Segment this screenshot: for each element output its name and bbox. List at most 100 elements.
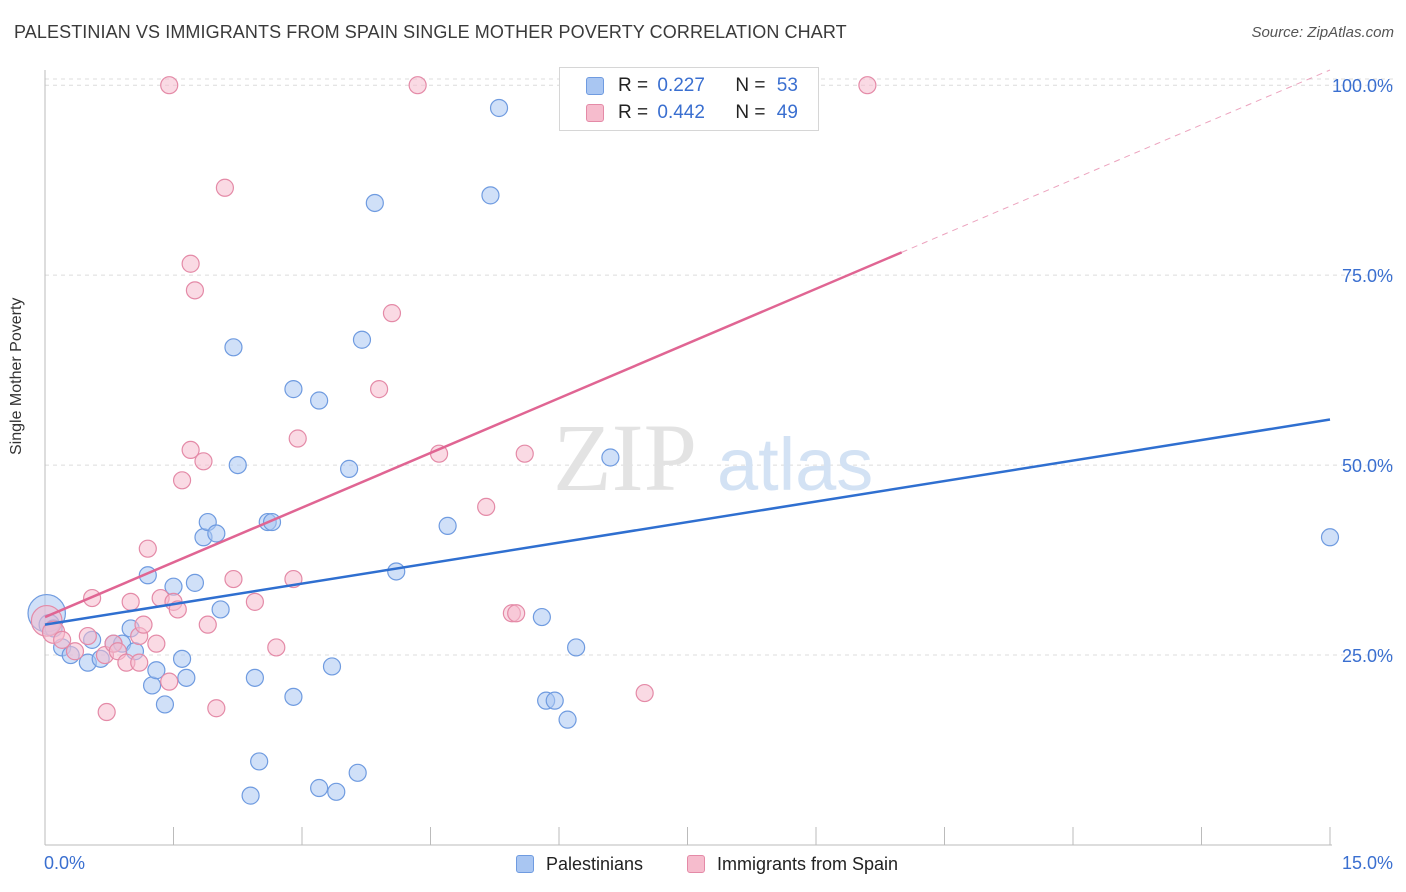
- point-immigrants-from-spain: [78, 626, 97, 646]
- point-palestinians: [348, 763, 367, 782]
- point-palestinians: [142, 676, 162, 695]
- source-label: Source: ZipAtlas.com: [1251, 24, 1394, 41]
- point-immigrants-from-spain: [224, 569, 243, 589]
- point-palestinians: [310, 391, 329, 410]
- n-label: N =: [735, 102, 771, 123]
- x-tick-label-min: 0.0%: [44, 853, 85, 873]
- point-palestinians: [489, 98, 509, 118]
- stats-row-palestinians: R = 0.227 N = 53: [586, 74, 798, 98]
- point-immigrants-from-spain: [181, 440, 200, 460]
- point-immigrants-from-spain: [382, 304, 402, 323]
- point-palestinians: [185, 573, 205, 592]
- point-palestinians: [327, 782, 346, 801]
- point-immigrants-from-spain: [134, 615, 153, 634]
- point-palestinians: [1320, 528, 1340, 547]
- stats-row-immigrants-from-spain: R = 0.442 N = 49: [586, 101, 798, 125]
- y-axis-label: Single Mother Poverty: [8, 297, 25, 455]
- point-palestinians: [241, 786, 260, 805]
- legend-swatch-palestinians: [516, 855, 534, 873]
- x-tick-label-max: 15.0%: [1342, 853, 1393, 873]
- point-immigrants-from-spain: [477, 497, 496, 516]
- r-value: 0.442: [657, 102, 705, 123]
- point-palestinians: [172, 649, 192, 668]
- point-palestinians: [532, 607, 551, 627]
- point-palestinians: [284, 380, 303, 399]
- n-label: N =: [735, 75, 771, 96]
- y-tick-label: 100.0%: [1332, 76, 1393, 96]
- point-palestinians: [155, 695, 175, 714]
- watermark-zip: ZIP: [553, 404, 697, 511]
- point-immigrants-from-spain: [130, 653, 149, 672]
- point-palestinians: [228, 455, 247, 475]
- stats-legend: R = 0.227 N = 53 R = 0.442 N = 49: [559, 67, 819, 131]
- point-immigrants-from-spain: [65, 642, 85, 661]
- axes: [44, 70, 1332, 846]
- chart-title: PALESTINIAN VS IMMIGRANTS FROM SPAIN SIN…: [14, 22, 847, 42]
- point-palestinians: [365, 193, 384, 213]
- r-label: R =: [618, 75, 654, 96]
- grid: [45, 78, 1395, 656]
- point-palestinians: [438, 516, 457, 535]
- point-palestinians: [245, 668, 264, 687]
- point-immigrants-from-spain: [858, 76, 877, 95]
- trend-lines: [44, 69, 1331, 626]
- legend-item-palestinians[interactable]: Palestinians: [516, 852, 643, 876]
- legend-item-immigrants-from-spain[interactable]: Immigrants from Spain: [687, 852, 898, 876]
- point-palestinians: [340, 459, 359, 478]
- point-palestinians: [352, 330, 372, 349]
- point-immigrants-from-spain: [207, 699, 226, 718]
- point-palestinians: [250, 752, 269, 771]
- point-immigrants-from-spain: [121, 592, 140, 611]
- point-immigrants-from-spain: [370, 380, 389, 399]
- trendline-extension-immigrants-from-spain: [901, 69, 1331, 253]
- tick-labels: 25.0% 50.0% 75.0% 100.0% 0.0% 15.0%: [44, 76, 1393, 873]
- point-palestinians: [310, 778, 329, 798]
- point-palestinians: [601, 448, 620, 467]
- point-palestinians: [567, 638, 586, 657]
- point-palestinians: [147, 661, 166, 680]
- legend-label-immigrants-from-spain: Immigrants from Spain: [717, 853, 899, 874]
- n-value: 49: [776, 102, 798, 123]
- n-value: 53: [776, 75, 798, 96]
- point-palestinians: [387, 562, 406, 581]
- point-immigrants-from-spain: [97, 702, 116, 722]
- y-tick-label: 25.0%: [1342, 646, 1393, 666]
- point-immigrants-from-spain: [160, 76, 179, 95]
- point-immigrants-from-spain: [181, 254, 200, 273]
- point-immigrants-from-spain: [147, 634, 166, 653]
- point-palestinians: [177, 668, 196, 687]
- point-immigrants-from-spain: [245, 592, 264, 611]
- trendline-palestinians: [44, 418, 1331, 626]
- point-immigrants-from-spain: [288, 429, 307, 448]
- legend-swatch-immigrants-from-spain: [687, 855, 705, 873]
- point-immigrants-from-spain: [160, 672, 179, 691]
- point-immigrants-from-spain: [267, 638, 286, 657]
- point-immigrants-from-spain: [507, 604, 526, 623]
- point-palestinians: [224, 338, 243, 357]
- point-palestinians: [481, 186, 500, 205]
- legend-swatch-palestinians: [586, 77, 604, 95]
- trendline-immigrants-from-spain: [44, 251, 903, 619]
- point-immigrants-from-spain: [194, 452, 213, 471]
- point-palestinians: [207, 524, 226, 543]
- point-palestinians: [545, 691, 564, 710]
- legend-swatch-immigrants-from-spain: [586, 104, 604, 122]
- point-immigrants-from-spain: [215, 178, 234, 197]
- watermark: ZIP atlas: [553, 404, 873, 511]
- point-palestinians: [284, 687, 303, 706]
- point-immigrants-from-spain: [172, 471, 192, 490]
- point-immigrants-from-spain: [185, 281, 205, 300]
- y-tick-label: 75.0%: [1342, 266, 1393, 286]
- point-immigrants-from-spain: [635, 683, 654, 703]
- legend-label-palestinians: Palestinians: [546, 853, 644, 874]
- point-immigrants-from-spain: [408, 76, 427, 95]
- r-value: 0.227: [657, 75, 705, 96]
- point-immigrants-from-spain: [53, 630, 72, 649]
- point-palestinians: [322, 657, 342, 676]
- point-palestinians: [211, 600, 230, 619]
- point-immigrants-from-spain: [138, 539, 157, 558]
- r-label: R =: [618, 102, 654, 123]
- point-palestinians: [558, 710, 577, 729]
- watermark-atlas: atlas: [717, 423, 873, 506]
